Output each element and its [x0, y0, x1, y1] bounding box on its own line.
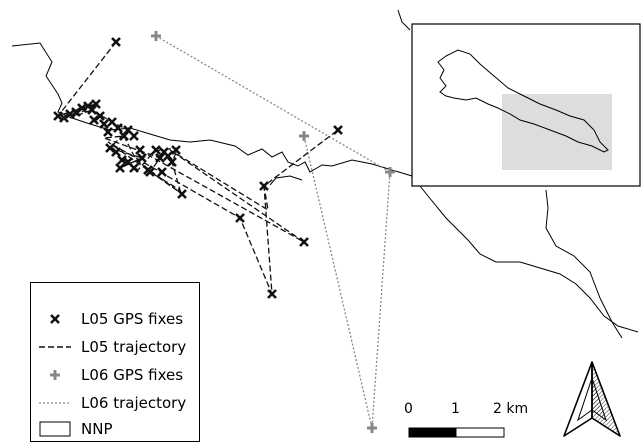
legend-item-nnp: NNP — [31, 417, 199, 441]
l05-gps-fixes — [53, 37, 343, 299]
nnp-boundary — [545, 189, 623, 339]
legend-label: L06 trajectory — [81, 394, 187, 412]
l05-fix — [235, 213, 245, 223]
l05-fix — [111, 37, 121, 47]
l05-fix — [167, 157, 177, 167]
l05-fix — [103, 127, 113, 137]
l05-fix — [157, 167, 167, 177]
l05-fix — [137, 153, 147, 163]
legend-item-l05-fixes: L05 GPS fixes — [31, 307, 199, 331]
legend-item-l06-trajectory: L06 trajectory — [31, 391, 199, 415]
inset-nnp-outline — [437, 49, 609, 153]
l06-fix — [367, 423, 377, 433]
l05-fix — [113, 123, 123, 133]
l06-fix — [385, 167, 395, 177]
polygon-outline-icon — [39, 421, 71, 437]
plus-marker-icon — [50, 370, 60, 380]
l05-fix — [119, 131, 129, 141]
north-arrow-icon — [563, 361, 621, 437]
nnp-boundary — [11, 42, 413, 177]
legend-label: L05 trajectory — [81, 338, 187, 356]
l06-trajectory — [155, 35, 391, 429]
l06-fix — [299, 131, 309, 141]
l05-fix — [155, 153, 165, 163]
legend-item-l06-fixes: L06 GPS fixes — [31, 363, 199, 387]
l05-fix — [299, 237, 309, 247]
legend-label: L05 GPS fixes — [81, 310, 184, 328]
nnp-boundary — [411, 175, 639, 333]
l05-trajectory — [56, 41, 339, 295]
nnp-boundary — [397, 9, 411, 31]
l05-fix — [163, 151, 173, 161]
l05-fix — [71, 107, 81, 117]
l05-fix — [333, 125, 343, 135]
l05-fix — [111, 147, 121, 157]
l05-fix — [89, 115, 99, 125]
l05-fix — [129, 131, 139, 141]
nnp-boundary — [269, 175, 303, 186]
l05-fix — [105, 143, 115, 153]
l05-fix — [99, 119, 109, 129]
inset-extent-highlight — [502, 94, 612, 170]
legend-label: NNP — [81, 420, 113, 438]
l05-fix — [135, 145, 145, 155]
l05-fix — [59, 113, 69, 123]
l05-fix — [151, 145, 161, 155]
l05-fix — [91, 99, 101, 109]
l06-fix — [151, 31, 161, 41]
legend-label: L06 GPS fixes — [81, 366, 184, 384]
l05-fix — [129, 163, 139, 173]
l05-fix — [117, 155, 127, 165]
scale-label-0: 0 — [404, 401, 413, 417]
l05-fix — [115, 163, 125, 173]
legend: L05 GPS fixes L05 trajectory L06 GPS fix… — [30, 282, 200, 442]
scale-label-1: 1 — [451, 401, 460, 417]
dashed-line-icon — [39, 346, 71, 348]
l05-fix — [95, 111, 105, 121]
dotted-line-icon — [39, 402, 71, 404]
scale-label-2km: 2 km — [493, 401, 529, 417]
l05-fix — [259, 181, 269, 191]
overview-inset — [411, 23, 641, 187]
l05-fix — [87, 105, 97, 115]
l05-fix — [177, 189, 187, 199]
l05-fix — [171, 145, 181, 155]
legend-item-l05-trajectory: L05 trajectory — [31, 335, 199, 359]
l05-fix — [267, 289, 277, 299]
l05-fix — [145, 167, 155, 177]
l06-gps-fixes — [151, 31, 395, 433]
x-marker-icon — [50, 314, 60, 324]
scale-bar — [408, 427, 505, 438]
